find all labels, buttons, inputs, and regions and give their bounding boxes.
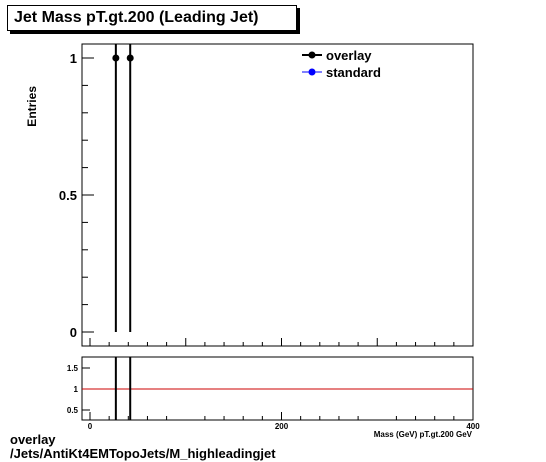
overlay-point (112, 54, 120, 62)
ratio-axis-ticks: 0.5 1 1.5 0 200 400 (67, 364, 480, 431)
ratio-y-tick-label: 1 (74, 385, 79, 394)
footer-sample-label: overlay (10, 432, 56, 447)
main-y-axis-ticks: 00.51 (59, 51, 474, 346)
y-tick-label: 0 (70, 325, 77, 340)
main-data-points (112, 44, 134, 332)
overlay-point (126, 54, 134, 62)
y-tick-label: 0.5 (59, 188, 77, 203)
main-plot-frame (81, 43, 474, 347)
ratio-data-marks (82, 357, 473, 420)
legend-label: standard (326, 65, 381, 80)
y-tick-label: 1 (70, 51, 77, 66)
ratio-y-tick-label: 0.5 (67, 406, 79, 415)
ratio-x-tick-label: 200 (275, 422, 289, 431)
ratio-x-tick-label: 0 (88, 422, 93, 431)
x-axis-label: Mass (GeV) pT.gt.200 GeV (374, 430, 473, 439)
ratio-x-tick-label: 400 (466, 422, 480, 431)
legend: overlay standard (302, 48, 381, 80)
ratio-y-tick-label: 1.5 (67, 364, 79, 373)
y-axis-label: Entries (25, 86, 39, 127)
legend-marker-point (308, 51, 316, 59)
plot-title: Jet Mass pT.gt.200 (Leading Jet) (7, 5, 297, 31)
legend-label: overlay (326, 48, 372, 63)
legend-marker-point (308, 68, 316, 76)
footer-histogram-path: /Jets/AntiKt4EMTopoJets/M_highleadingjet (10, 446, 276, 461)
